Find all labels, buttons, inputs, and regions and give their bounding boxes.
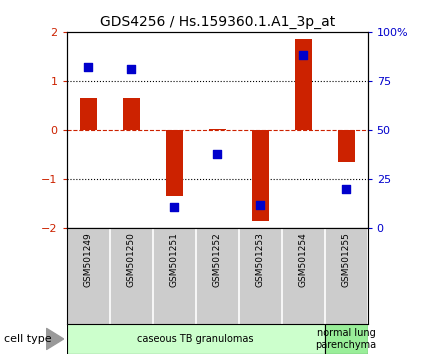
Text: GSM501249: GSM501249 (84, 232, 92, 287)
Point (85, 64, 92, 70)
Bar (295, 39, 312, 130)
Point (128, 66, 135, 72)
Point (300, 53, 307, 58)
Bar (325, 324, 368, 354)
Point (171, 204, 178, 210)
Text: GSM501252: GSM501252 (213, 232, 221, 287)
Text: GSM501255: GSM501255 (342, 232, 350, 287)
Text: GSM501251: GSM501251 (170, 232, 178, 287)
Bar (209, 129, 226, 130)
Bar (123, 98, 140, 130)
Text: cell type: cell type (4, 334, 52, 344)
Text: GSM501254: GSM501254 (299, 232, 307, 287)
Point (214, 151, 221, 156)
Text: normal lung
parenchyma: normal lung parenchyma (316, 328, 377, 350)
Text: caseous TB granulomas: caseous TB granulomas (138, 334, 254, 344)
Bar (252, 130, 269, 221)
Text: GSM501253: GSM501253 (256, 232, 264, 287)
Bar (80, 98, 97, 130)
Point (343, 186, 350, 192)
Bar (338, 130, 355, 162)
Bar (166, 130, 183, 196)
Text: GSM501250: GSM501250 (127, 232, 135, 287)
Bar (67, 324, 325, 354)
Title: GDS4256 / Hs.159360.1.A1_3p_at: GDS4256 / Hs.159360.1.A1_3p_at (99, 16, 335, 29)
Point (257, 202, 264, 207)
Polygon shape (46, 329, 64, 350)
